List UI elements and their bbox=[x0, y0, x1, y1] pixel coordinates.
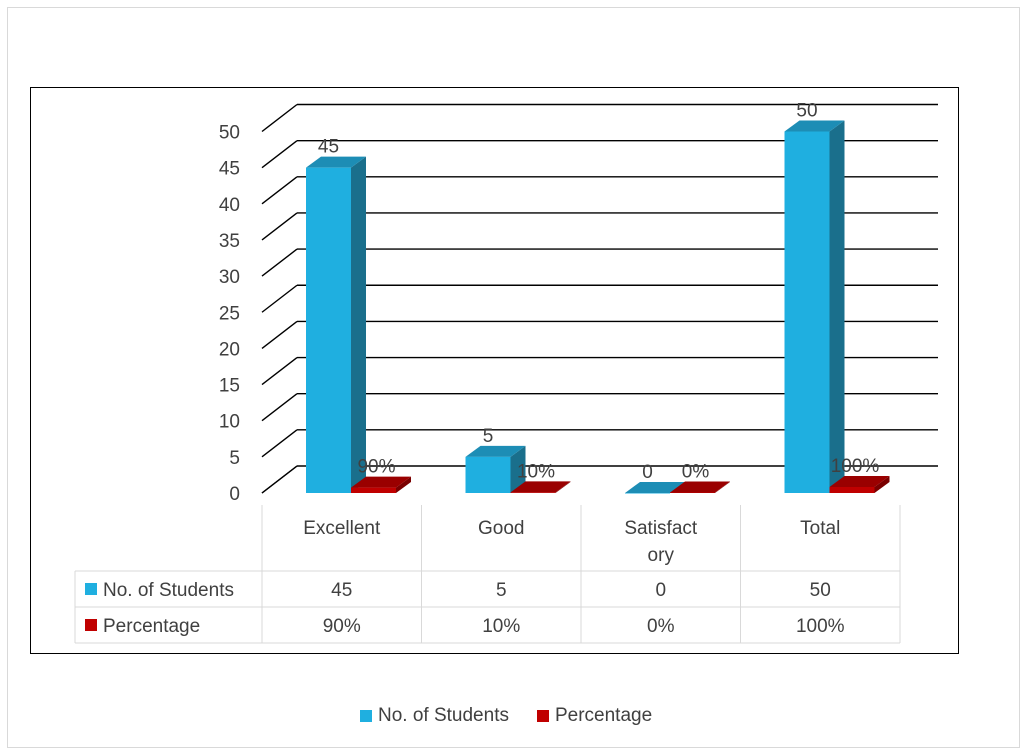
table-cell-value: 10% bbox=[482, 616, 520, 637]
table-cell-value: 0% bbox=[647, 616, 675, 637]
gridline-diagonal bbox=[261, 140, 298, 169]
table-cell-value: 5 bbox=[496, 580, 507, 601]
y-axis-tick-labels: 0 5 10 15 20 25 30 35 40 45 50 bbox=[219, 123, 240, 506]
table-cell-value: 45 bbox=[331, 580, 352, 601]
y-tick-label: 5 bbox=[229, 448, 240, 469]
bar-side bbox=[510, 445, 526, 493]
legend-label-students: No. of Students bbox=[378, 705, 509, 726]
bar-students bbox=[465, 445, 526, 493]
bar-students bbox=[784, 120, 845, 493]
bar-side bbox=[351, 156, 366, 493]
table-cell-value: 100% bbox=[796, 616, 845, 637]
data-label-percentage: 0% bbox=[682, 462, 710, 483]
bar-top bbox=[625, 482, 685, 493]
data-label-students: 5 bbox=[483, 426, 494, 447]
bar-side bbox=[829, 120, 845, 493]
bar-side bbox=[555, 481, 571, 493]
x-category-label: Excellent bbox=[303, 518, 381, 539]
y-tick-label: 15 bbox=[219, 376, 240, 397]
x-category-label: Total bbox=[800, 518, 840, 539]
bar-percentage bbox=[351, 476, 411, 493]
data-label-students: 45 bbox=[318, 137, 339, 158]
table-cell-value: 90% bbox=[323, 616, 361, 637]
bar-top bbox=[465, 445, 526, 457]
chart-data-labels: 45 90% 5 10% 0 0% 50 100% bbox=[318, 101, 879, 484]
y-tick-label: 30 bbox=[219, 267, 240, 288]
chart-data-table: Excellent Good Satisfact ory Total No. of Stu… bbox=[74, 505, 901, 644]
bar-percentage bbox=[670, 481, 730, 493]
bar-side bbox=[396, 476, 411, 493]
gridline-diagonal bbox=[261, 212, 298, 241]
table-cell-value: 50 bbox=[810, 580, 831, 601]
legend-swatch-percentage bbox=[536, 710, 549, 722]
data-label-percentage: 90% bbox=[357, 457, 395, 478]
y-tick-label: 35 bbox=[219, 231, 240, 252]
bar-top bbox=[829, 476, 890, 487]
y-tick-label: 10 bbox=[219, 412, 240, 433]
y-tick-label: 40 bbox=[219, 195, 240, 216]
table-legend-key bbox=[85, 619, 97, 631]
bar-side bbox=[715, 481, 730, 493]
bar-front bbox=[465, 456, 511, 493]
gridline-diagonal bbox=[261, 103, 298, 133]
data-label-percentage: 100% bbox=[831, 456, 880, 477]
bar-top bbox=[306, 156, 366, 168]
bar-percentage bbox=[510, 481, 571, 493]
bar-students bbox=[625, 482, 685, 494]
chart-legend: No. of Students Percentage bbox=[360, 705, 652, 727]
data-label-percentage: 10% bbox=[517, 461, 555, 482]
gridline-diagonal bbox=[261, 393, 298, 422]
bar-front bbox=[306, 167, 351, 493]
y-tick-label: 45 bbox=[219, 159, 240, 180]
bar-top bbox=[351, 476, 411, 488]
bar-percentage bbox=[829, 476, 890, 493]
bar-front bbox=[829, 487, 875, 493]
table-cell-value: 0 bbox=[655, 580, 666, 601]
data-label-students: 50 bbox=[796, 101, 817, 122]
bar-front bbox=[510, 492, 556, 493]
table-series-name: No. of Students bbox=[103, 580, 234, 601]
gridline-diagonal bbox=[261, 284, 298, 313]
bar-students bbox=[306, 156, 366, 493]
bar-front bbox=[625, 493, 670, 494]
bar-top bbox=[670, 481, 730, 493]
y-tick-label: 50 bbox=[219, 123, 240, 144]
bar-front bbox=[670, 492, 715, 493]
bar-front bbox=[351, 487, 396, 493]
gridline-diagonal bbox=[261, 176, 298, 205]
chart-bars bbox=[306, 120, 890, 494]
bar-side bbox=[874, 476, 890, 493]
table-series-name: Percentage bbox=[103, 616, 200, 637]
data-label-students: 0 bbox=[642, 462, 653, 483]
bar-top bbox=[510, 481, 571, 493]
x-category-label: Satisfact bbox=[624, 518, 698, 539]
legend-item-percentage: Percentage bbox=[536, 705, 653, 727]
legend-item-students: No. of Students bbox=[360, 705, 509, 727]
gridline-diagonal bbox=[261, 320, 298, 349]
gridline-diagonal bbox=[261, 429, 298, 458]
legend-label-percentage: Percentage bbox=[554, 705, 653, 726]
y-tick-label: 20 bbox=[219, 339, 240, 360]
table-legend-key bbox=[85, 583, 97, 595]
chart-plot-frame bbox=[30, 87, 959, 654]
x-category-label: Good bbox=[478, 518, 524, 539]
bar-top bbox=[784, 120, 845, 132]
x-category-label: ory bbox=[648, 545, 675, 566]
y-tick-label: 0 bbox=[229, 484, 240, 505]
gridline-diagonal bbox=[261, 465, 298, 494]
legend-swatch-students bbox=[360, 710, 372, 722]
bar-front bbox=[784, 131, 830, 493]
gridline-diagonal bbox=[261, 248, 298, 277]
y-tick-label: 25 bbox=[219, 303, 240, 324]
gridline-diagonal bbox=[261, 356, 298, 386]
